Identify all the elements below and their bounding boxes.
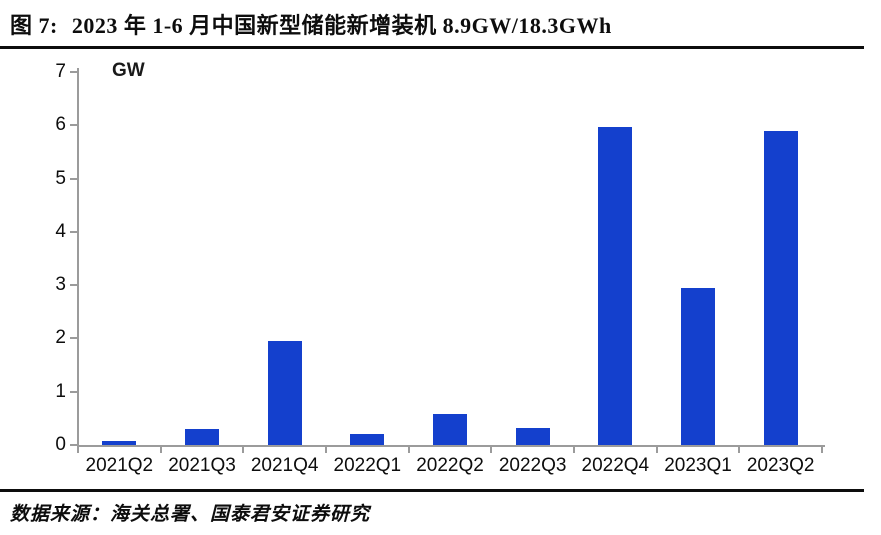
x-axis-tick bbox=[159, 446, 162, 453]
y-axis-tick bbox=[70, 444, 77, 446]
figure-title: 图 7: 2023 年 1-6 月中国新型储能新增装机 8.9GW/18.3GWh bbox=[10, 8, 870, 40]
title-divider-line bbox=[0, 46, 864, 49]
x-axis-tick bbox=[573, 446, 575, 453]
bar-2021Q3 bbox=[185, 429, 219, 445]
x-axis-tick bbox=[738, 446, 741, 453]
x-axis-label: 2022Q3 bbox=[498, 455, 567, 476]
bar-2022Q4 bbox=[598, 126, 633, 445]
x-axis-label: 2021Q4 bbox=[250, 455, 319, 476]
x-axis-label: 2021Q3 bbox=[168, 455, 236, 476]
y-axis-tick-label: 3 bbox=[55, 274, 66, 296]
y-axis-tick-label: 2 bbox=[55, 327, 66, 349]
y-axis-tick bbox=[70, 177, 77, 180]
bar-2023Q2 bbox=[763, 130, 798, 445]
y-axis-unit-label: GW bbox=[112, 60, 145, 81]
x-axis-line bbox=[77, 445, 825, 447]
y-axis-tick-label: 5 bbox=[55, 167, 66, 189]
x-axis-tick bbox=[655, 446, 658, 453]
y-axis-line bbox=[77, 68, 79, 447]
bar-2022Q2 bbox=[433, 414, 467, 445]
y-axis-tick-label: 6 bbox=[55, 114, 66, 136]
x-axis-label: 2023Q2 bbox=[746, 455, 815, 476]
y-axis-tick bbox=[70, 390, 77, 393]
y-axis-tick bbox=[70, 284, 77, 287]
y-axis-tick bbox=[70, 71, 77, 73]
y-axis-tick-label: 1 bbox=[55, 380, 66, 402]
x-axis-tick bbox=[821, 446, 823, 453]
bar-2022Q3 bbox=[515, 427, 550, 445]
x-axis-label: 2022Q4 bbox=[581, 455, 650, 476]
bar-2023Q1 bbox=[681, 287, 715, 445]
bar-2021Q4 bbox=[267, 341, 302, 445]
footer-divider-line bbox=[0, 489, 864, 492]
x-axis-tick bbox=[242, 446, 245, 453]
y-axis-tick-label: 4 bbox=[55, 220, 66, 242]
figure-title-text: 2023 年 1-6 月中国新型储能新增装机 8.9GW/18.3GWh bbox=[71, 13, 612, 38]
y-axis-tick bbox=[70, 124, 77, 127]
x-axis-label: 2021Q2 bbox=[85, 455, 154, 476]
x-axis-tick bbox=[77, 446, 79, 453]
figure-number-label: 图 7: bbox=[10, 13, 58, 38]
data-source-text: 数据来源：海关总署、国泰君安证券研究 bbox=[10, 504, 371, 525]
y-axis-tick-label: 7 bbox=[55, 61, 66, 82]
bar-2021Q2 bbox=[102, 440, 137, 445]
y-axis-tick bbox=[70, 230, 77, 233]
bar-2022Q1 bbox=[350, 434, 385, 445]
x-axis-tick bbox=[490, 446, 493, 453]
x-axis-label: 2023Q1 bbox=[664, 455, 732, 476]
x-axis-tick bbox=[407, 446, 410, 453]
y-axis-tick bbox=[70, 337, 77, 340]
x-axis-label: 2022Q2 bbox=[416, 455, 484, 476]
y-axis-tick-label: 0 bbox=[55, 434, 66, 455]
x-axis-label: 2022Q1 bbox=[333, 455, 402, 476]
x-axis-tick bbox=[325, 446, 327, 453]
